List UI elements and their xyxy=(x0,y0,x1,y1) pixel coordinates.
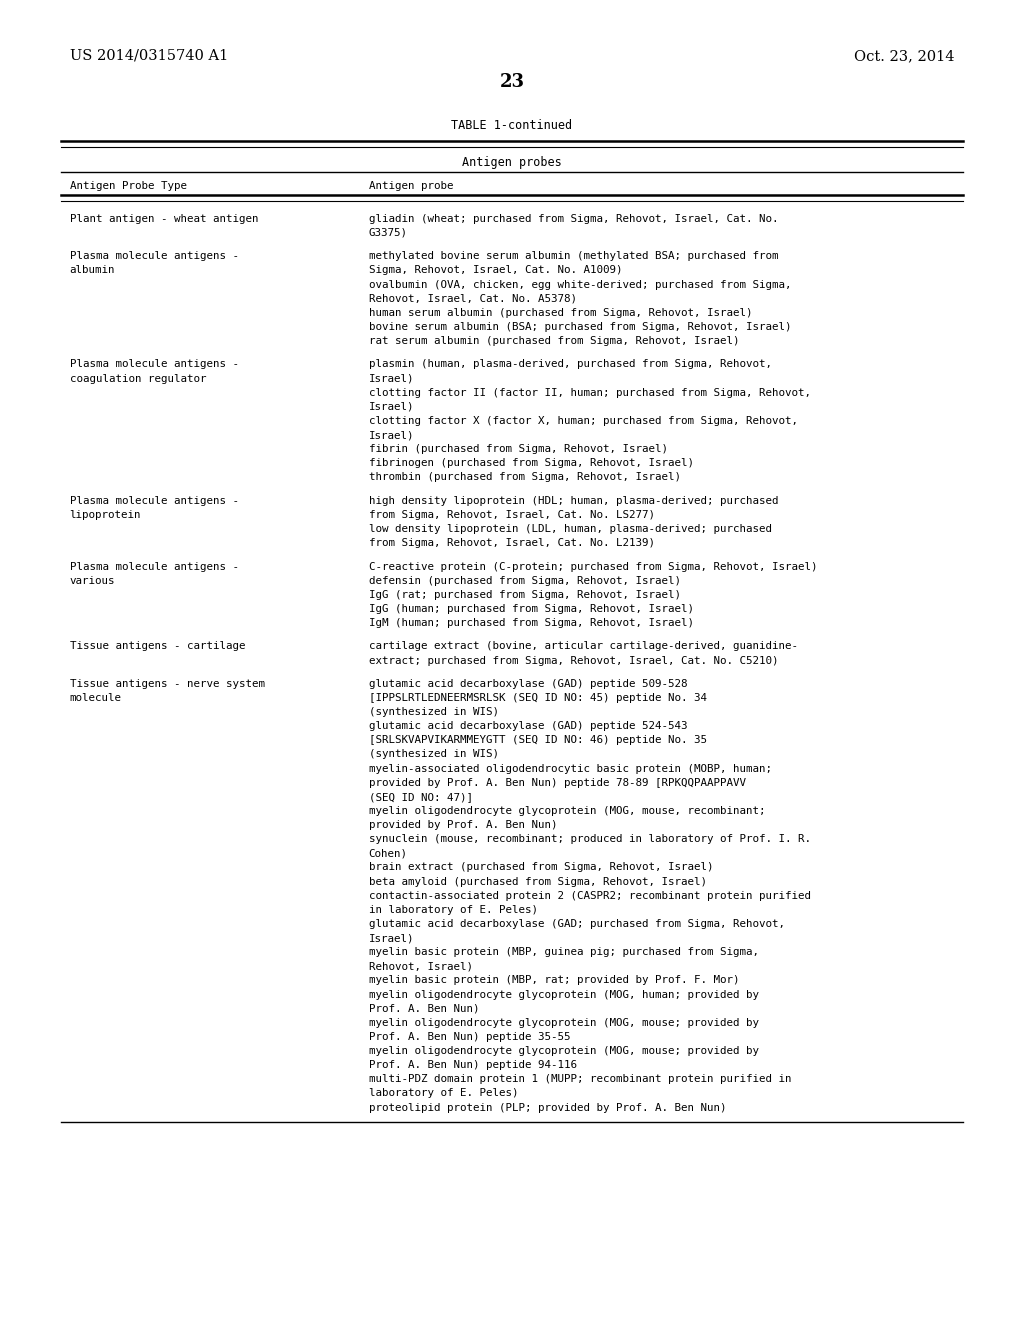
Text: IgM (human; purchased from Sigma, Rehovot, Israel): IgM (human; purchased from Sigma, Rehovo… xyxy=(369,618,693,628)
Text: glutamic acid decarboxylase (GAD) peptide 524-543: glutamic acid decarboxylase (GAD) peptid… xyxy=(369,721,687,731)
Text: thrombin (purchased from Sigma, Rehovot, Israel): thrombin (purchased from Sigma, Rehovot,… xyxy=(369,473,681,482)
Text: Prof. A. Ben Nun) peptide 94-116: Prof. A. Ben Nun) peptide 94-116 xyxy=(369,1060,577,1071)
Text: bovine serum albumin (BSA; purchased from Sigma, Rehovot, Israel): bovine serum albumin (BSA; purchased fro… xyxy=(369,322,792,331)
Text: G3375): G3375) xyxy=(369,228,408,238)
Text: Prof. A. Ben Nun): Prof. A. Ben Nun) xyxy=(369,1003,479,1014)
Text: low density lipoprotein (LDL, human, plasma-derived; purchased: low density lipoprotein (LDL, human, pla… xyxy=(369,524,772,535)
Text: Israel): Israel) xyxy=(369,401,414,412)
Text: laboratory of E. Peles): laboratory of E. Peles) xyxy=(369,1089,518,1098)
Text: myelin oligodendrocyte glycoprotein (MOG, mouse; provided by: myelin oligodendrocyte glycoprotein (MOG… xyxy=(369,1045,759,1056)
Text: Israel): Israel) xyxy=(369,430,414,440)
Text: IgG (rat; purchased from Sigma, Rehovot, Israel): IgG (rat; purchased from Sigma, Rehovot,… xyxy=(369,590,681,599)
Text: high density lipoprotein (HDL; human, plasma-derived; purchased: high density lipoprotein (HDL; human, pl… xyxy=(369,496,778,506)
Text: molecule: molecule xyxy=(70,693,122,704)
Text: myelin basic protein (MBP, rat; provided by Prof. F. Mor): myelin basic protein (MBP, rat; provided… xyxy=(369,975,739,986)
Text: 23: 23 xyxy=(500,73,524,91)
Text: in laboratory of E. Peles): in laboratory of E. Peles) xyxy=(369,904,538,915)
Text: myelin-associated oligodendrocytic basic protein (MOBP, human;: myelin-associated oligodendrocytic basic… xyxy=(369,763,772,774)
Text: from Sigma, Rehovot, Israel, Cat. No. L2139): from Sigma, Rehovot, Israel, Cat. No. L2… xyxy=(369,539,654,548)
Text: glutamic acid decarboxylase (GAD) peptide 509-528: glutamic acid decarboxylase (GAD) peptid… xyxy=(369,678,687,689)
Text: beta amyloid (purchased from Sigma, Rehovot, Israel): beta amyloid (purchased from Sigma, Reho… xyxy=(369,876,707,887)
Text: [SRLSKVAPVIKARMMEYGTT (SEQ ID NO: 46) peptide No. 35: [SRLSKVAPVIKARMMEYGTT (SEQ ID NO: 46) pe… xyxy=(369,735,707,746)
Text: (SEQ ID NO: 47)]: (SEQ ID NO: 47)] xyxy=(369,792,473,801)
Text: synuclein (mouse, recombinant; produced in laboratory of Prof. I. R.: synuclein (mouse, recombinant; produced … xyxy=(369,834,811,845)
Text: IgG (human; purchased from Sigma, Rehovot, Israel): IgG (human; purchased from Sigma, Rehovo… xyxy=(369,603,693,614)
Text: albumin: albumin xyxy=(70,265,115,276)
Text: Antigen probe: Antigen probe xyxy=(369,181,454,191)
Text: C-reactive protein (C-protein; purchased from Sigma, Rehovot, Israel): C-reactive protein (C-protein; purchased… xyxy=(369,561,817,572)
Text: fibrinogen (purchased from Sigma, Rehovot, Israel): fibrinogen (purchased from Sigma, Rehovo… xyxy=(369,458,693,469)
Text: Oct. 23, 2014: Oct. 23, 2014 xyxy=(854,49,954,63)
Text: rat serum albumin (purchased from Sigma, Rehovot, Israel): rat serum albumin (purchased from Sigma,… xyxy=(369,337,739,346)
Text: myelin oligodendrocyte glycoprotein (MOG, mouse; provided by: myelin oligodendrocyte glycoprotein (MOG… xyxy=(369,1018,759,1028)
Text: fibrin (purchased from Sigma, Rehovot, Israel): fibrin (purchased from Sigma, Rehovot, I… xyxy=(369,444,668,454)
Text: provided by Prof. A. Ben Nun): provided by Prof. A. Ben Nun) xyxy=(369,820,557,830)
Text: plasmin (human, plasma-derived, purchased from Sigma, Rehovot,: plasmin (human, plasma-derived, purchase… xyxy=(369,359,772,370)
Text: lipoprotein: lipoprotein xyxy=(70,510,141,520)
Text: Plasma molecule antigens -: Plasma molecule antigens - xyxy=(70,496,239,506)
Text: Antigen probes: Antigen probes xyxy=(462,156,562,169)
Text: Rehovot, Israel, Cat. No. A5378): Rehovot, Israel, Cat. No. A5378) xyxy=(369,294,577,304)
Text: US 2014/0315740 A1: US 2014/0315740 A1 xyxy=(70,49,228,63)
Text: defensin (purchased from Sigma, Rehovot, Israel): defensin (purchased from Sigma, Rehovot,… xyxy=(369,576,681,586)
Text: multi-PDZ domain protein 1 (MUPP; recombinant protein purified in: multi-PDZ domain protein 1 (MUPP; recomb… xyxy=(369,1074,792,1084)
Text: human serum albumin (purchased from Sigma, Rehovot, Israel): human serum albumin (purchased from Sigm… xyxy=(369,308,753,318)
Text: myelin oligodendrocyte glycoprotein (MOG, human; provided by: myelin oligodendrocyte glycoprotein (MOG… xyxy=(369,990,759,999)
Text: Antigen Probe Type: Antigen Probe Type xyxy=(70,181,186,191)
Text: from Sigma, Rehovot, Israel, Cat. No. LS277): from Sigma, Rehovot, Israel, Cat. No. LS… xyxy=(369,510,654,520)
Text: (synthesized in WIS): (synthesized in WIS) xyxy=(369,708,499,717)
Text: clotting factor II (factor II, human; purchased from Sigma, Rehovot,: clotting factor II (factor II, human; pu… xyxy=(369,388,811,397)
Text: Rehovot, Israel): Rehovot, Israel) xyxy=(369,961,473,972)
Text: Plasma molecule antigens -: Plasma molecule antigens - xyxy=(70,561,239,572)
Text: Israel): Israel) xyxy=(369,374,414,384)
Text: TABLE 1-continued: TABLE 1-continued xyxy=(452,119,572,132)
Text: proteolipid protein (PLP; provided by Prof. A. Ben Nun): proteolipid protein (PLP; provided by Pr… xyxy=(369,1102,726,1113)
Text: Sigma, Rehovot, Israel, Cat. No. A1009): Sigma, Rehovot, Israel, Cat. No. A1009) xyxy=(369,265,623,276)
Text: Plant antigen - wheat antigen: Plant antigen - wheat antigen xyxy=(70,214,258,224)
Text: provided by Prof. A. Ben Nun) peptide 78-89 [RPKQQPAAPPAVV: provided by Prof. A. Ben Nun) peptide 78… xyxy=(369,777,745,788)
Text: Tissue antigens - cartilage: Tissue antigens - cartilage xyxy=(70,642,245,651)
Text: clotting factor X (factor X, human; purchased from Sigma, Rehovot,: clotting factor X (factor X, human; purc… xyxy=(369,416,798,426)
Text: Plasma molecule antigens -: Plasma molecule antigens - xyxy=(70,359,239,370)
Text: myelin basic protein (MBP, guinea pig; purchased from Sigma,: myelin basic protein (MBP, guinea pig; p… xyxy=(369,948,759,957)
Text: cartilage extract (bovine, articular cartilage-derived, guanidine-: cartilage extract (bovine, articular car… xyxy=(369,642,798,651)
Text: gliadin (wheat; purchased from Sigma, Rehovot, Israel, Cat. No.: gliadin (wheat; purchased from Sigma, Re… xyxy=(369,214,778,224)
Text: Tissue antigens - nerve system: Tissue antigens - nerve system xyxy=(70,678,264,689)
Text: Prof. A. Ben Nun) peptide 35-55: Prof. A. Ben Nun) peptide 35-55 xyxy=(369,1032,570,1041)
Text: Israel): Israel) xyxy=(369,933,414,942)
Text: Cohen): Cohen) xyxy=(369,849,408,858)
Text: methylated bovine serum albumin (methylated BSA; purchased from: methylated bovine serum albumin (methyla… xyxy=(369,251,778,261)
Text: (synthesized in WIS): (synthesized in WIS) xyxy=(369,750,499,759)
Text: ovalbumin (OVA, chicken, egg white-derived; purchased from Sigma,: ovalbumin (OVA, chicken, egg white-deriv… xyxy=(369,280,792,289)
Text: myelin oligodendrocyte glycoprotein (MOG, mouse, recombinant;: myelin oligodendrocyte glycoprotein (MOG… xyxy=(369,807,765,816)
Text: glutamic acid decarboxylase (GAD; purchased from Sigma, Rehovot,: glutamic acid decarboxylase (GAD; purcha… xyxy=(369,919,784,929)
Text: Plasma molecule antigens -: Plasma molecule antigens - xyxy=(70,251,239,261)
Text: contactin-associated protein 2 (CASPR2; recombinant protein purified: contactin-associated protein 2 (CASPR2; … xyxy=(369,891,811,900)
Text: coagulation regulator: coagulation regulator xyxy=(70,374,206,384)
Text: brain extract (purchased from Sigma, Rehovot, Israel): brain extract (purchased from Sigma, Reh… xyxy=(369,862,713,873)
Text: various: various xyxy=(70,576,115,586)
Text: extract; purchased from Sigma, Rehovot, Israel, Cat. No. C5210): extract; purchased from Sigma, Rehovot, … xyxy=(369,656,778,665)
Text: [IPPSLRTLEDNEERMSRLSK (SEQ ID NO: 45) peptide No. 34: [IPPSLRTLEDNEERMSRLSK (SEQ ID NO: 45) pe… xyxy=(369,693,707,704)
